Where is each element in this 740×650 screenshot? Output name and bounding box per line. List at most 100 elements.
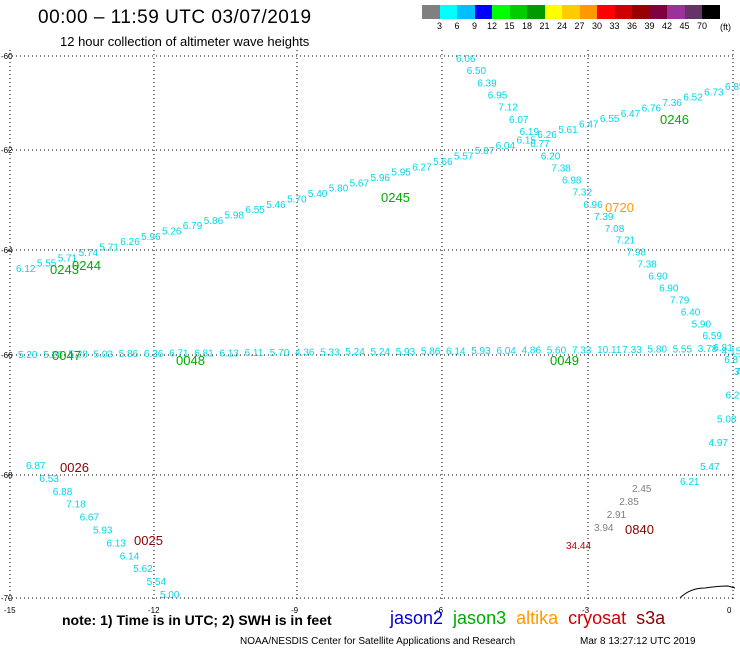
wave-height-value: 5.33: [320, 347, 340, 358]
wave-height-value: 5.86: [204, 216, 224, 227]
wave-height-value: 5.00: [160, 590, 180, 601]
lat-label: -64: [1, 246, 13, 255]
wave-height-value: 6.07: [509, 115, 529, 126]
wave-height-value: 7.33: [622, 345, 642, 356]
wave-height-value: 6.13: [106, 538, 126, 549]
wave-height-value: 5.93: [471, 346, 491, 357]
track-values: 6.066.506.396.957.126.076.196.776.207.38…: [16, 54, 740, 601]
wave-height-value: 5.71: [99, 243, 119, 254]
pass-label: 0720: [605, 200, 634, 215]
wave-height-value: 6.14: [120, 551, 140, 562]
color-label: 30: [591, 21, 602, 31]
wave-height-value: 6.27: [412, 162, 432, 173]
wave-height-value: 6.90: [659, 284, 679, 295]
wave-height-value: 6.52: [683, 93, 703, 104]
wave-height-value: 5.86: [421, 347, 441, 358]
unit-label: (ft): [720, 22, 731, 32]
wave-height-value: 6.88: [53, 487, 73, 498]
wave-height-value: 5.57: [454, 152, 474, 163]
satellite-altika: altika: [516, 608, 559, 628]
footnote: note: 1) Time is in UTC; 2) SWH is in fe…: [62, 612, 332, 628]
wave-height-value: 6.67: [80, 513, 100, 524]
wave-height-value: 5.70: [270, 348, 290, 359]
wave-height-value: 5.03: [94, 349, 114, 360]
wave-height-value: 6.04: [496, 141, 516, 152]
wave-height-value: 6.14: [446, 346, 466, 357]
wave-height-value: 6.26: [120, 237, 140, 248]
wave-height-value: 7.21: [616, 236, 636, 247]
lon-label: -6: [436, 606, 444, 615]
wave-height-value: 5.96: [371, 173, 391, 184]
wave-height-value: 6.73: [704, 87, 724, 98]
wave-height-value: 6.71: [169, 349, 189, 360]
wave-height-value: 5.55: [673, 344, 693, 355]
wave-height-value: 6.19: [520, 127, 540, 138]
wave-height-value: 3.78: [698, 344, 718, 355]
wave-height-value: 6.36: [144, 349, 164, 360]
wave-height-value: 6.87: [26, 461, 46, 472]
wave-height-value: 4.15: [722, 346, 740, 357]
wave-height-value: 2.91: [607, 510, 627, 521]
page-title: 00:00 – 11:59 UTC 03/07/2019: [38, 7, 312, 28]
color-swatch: [474, 5, 492, 19]
wave-height-value: 7.08: [605, 224, 625, 235]
color-swatch: [649, 5, 667, 19]
wave-height-value: 6.95: [488, 91, 508, 102]
color-swatch: [562, 5, 580, 19]
color-swatch: [527, 5, 545, 19]
wave-height-value: 6.15: [517, 136, 537, 147]
color-label: 12: [486, 21, 497, 31]
pass-label: 0047: [52, 348, 81, 363]
wave-height-value: 6.55: [245, 205, 265, 216]
color-swatch: [544, 5, 562, 19]
color-swatch: [492, 5, 510, 19]
wave-height-value: 10.11: [597, 345, 622, 356]
wave-height-value: 5.67: [350, 178, 370, 189]
wave-height-value: 5.62: [133, 564, 153, 575]
wave-height-value: 5.46: [266, 200, 286, 211]
wave-height-value: 6.50: [467, 66, 487, 77]
wave-height-value: 6.20: [541, 151, 561, 162]
wave-height-value: 6.04: [496, 346, 516, 357]
credit-line: NOAA/NESDIS Center for Satellite Applica…: [240, 636, 516, 647]
wave-height-value: 7.32: [573, 188, 593, 199]
wave-height-value: 6.85: [725, 82, 740, 93]
wave-height-value: 5.86: [119, 349, 139, 360]
lon-label: -15: [4, 606, 16, 615]
wave-height-value: 7.36: [662, 98, 682, 109]
color-label: 27: [574, 21, 585, 31]
wave-height-value: 7.79: [670, 295, 690, 306]
pass-label: 0048: [176, 353, 205, 368]
lon-label: -12: [148, 606, 160, 615]
wave-height-value: 3.94: [594, 523, 614, 534]
wave-height-value: 5.47: [700, 462, 720, 473]
color-label: 36: [626, 21, 637, 31]
color-swatch: [597, 5, 615, 19]
wave-height-value: 6.47: [579, 120, 599, 131]
lon-label: 0: [727, 606, 732, 615]
pass-label: 0025: [134, 533, 163, 548]
wave-height-value: 4.97: [709, 438, 729, 449]
wave-height-value: 7.24: [735, 367, 740, 378]
wave-height-value: 6.53: [39, 474, 59, 485]
wave-height-value: 2.45: [632, 484, 652, 495]
pass-label: 0026: [60, 460, 89, 475]
color-swatch: [614, 5, 632, 19]
wave-height-value: 7.33: [572, 345, 592, 356]
pass-label: 0243: [50, 262, 79, 277]
wave-height-value: 6.81: [194, 349, 214, 360]
color-swatch: [509, 5, 527, 19]
wave-height-value: 6.81: [713, 343, 733, 354]
color-swatch: [632, 5, 650, 19]
wave-height-value: 6.76: [642, 103, 662, 114]
satellite-legend: jason2 jason3 altika cryosat s3a: [390, 608, 675, 629]
page-subtitle: 12 hour collection of altimeter wave hei…: [60, 34, 310, 49]
wave-height-value: 5.95: [391, 168, 411, 179]
pass-label: 0840: [625, 522, 654, 537]
color-label: 39: [644, 21, 655, 31]
wave-height-value: 6.11: [245, 348, 264, 359]
lat-label: -68: [1, 471, 13, 480]
wave-height-value: 5.61: [558, 125, 578, 136]
wave-height-value: 4.36: [295, 348, 315, 359]
